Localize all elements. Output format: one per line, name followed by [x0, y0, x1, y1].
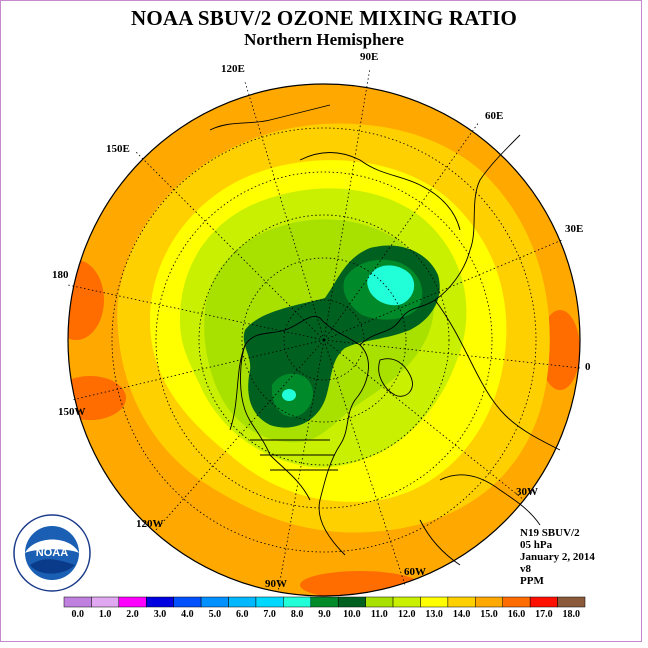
lon-label-90e: 90E: [360, 51, 379, 63]
colorbar-label: 16.0: [507, 609, 526, 620]
colorbar-label: 3.0: [153, 609, 167, 620]
info-version: v8: [520, 563, 531, 575]
colorbar-label: 4.0: [181, 609, 194, 620]
colorbar-label: 2.0: [126, 609, 139, 620]
colorbar-label: 0.0: [71, 609, 84, 620]
info-date: January 2, 2014: [520, 551, 595, 563]
colorbar-label: 7.0: [263, 609, 276, 620]
colorbar-label: 9.0: [318, 609, 331, 620]
colorbar-label: 14.0: [452, 609, 471, 620]
field-7-8-b: [282, 389, 296, 401]
info-units: PPM: [520, 575, 544, 587]
lon-label-180: 180: [52, 269, 69, 281]
lon-label-60w: 60W: [404, 566, 426, 578]
map-boundary: [67, 83, 581, 597]
colorbar-label: 8.0: [290, 609, 304, 620]
lon-label-120w: 120W: [136, 518, 164, 530]
coastlines: [209, 104, 561, 566]
field-15-16-d: [540, 310, 580, 390]
lon-label-0: 0: [585, 361, 591, 373]
colorbar-label: 12.0: [398, 609, 416, 620]
colorbar-label: 13.0: [425, 609, 443, 620]
lon-label-30e: 30E: [565, 223, 584, 235]
colorbar-label: 10.0: [343, 609, 361, 620]
lon-label-150w: 150W: [58, 406, 86, 418]
lon-label-150e: 150E: [106, 143, 130, 155]
field-15-16-a: [68, 260, 104, 340]
field-15-16-c: [300, 571, 420, 596]
info-level: 05 hPa: [520, 539, 553, 551]
map-title: NOAA SBUV/2 OZONE MIXING RATIO: [131, 6, 517, 30]
colorbar-label: 15.0: [480, 609, 498, 620]
field-7-8: [367, 265, 415, 306]
colorbar-label: 6.0: [235, 609, 249, 620]
info-instrument: N19 SBUV/2: [520, 527, 580, 539]
colorbar-label: 5.0: [208, 609, 222, 620]
colorbar-label: 1.0: [98, 609, 112, 620]
lon-label-30w: 30W: [516, 486, 538, 498]
colorbar-label: 17.0: [535, 609, 553, 620]
colorbar-label: 18.0: [562, 609, 581, 620]
ozone-field: [68, 84, 580, 596]
lon-label-60e: 60E: [485, 110, 504, 122]
graticule: [67, 67, 581, 593]
colorbar-label: 11.0: [370, 609, 388, 620]
map-subtitle: Northern Hemisphere: [244, 30, 404, 49]
lon-label-90w: 90W: [265, 578, 287, 590]
lon-label-120e: 120E: [221, 63, 245, 75]
